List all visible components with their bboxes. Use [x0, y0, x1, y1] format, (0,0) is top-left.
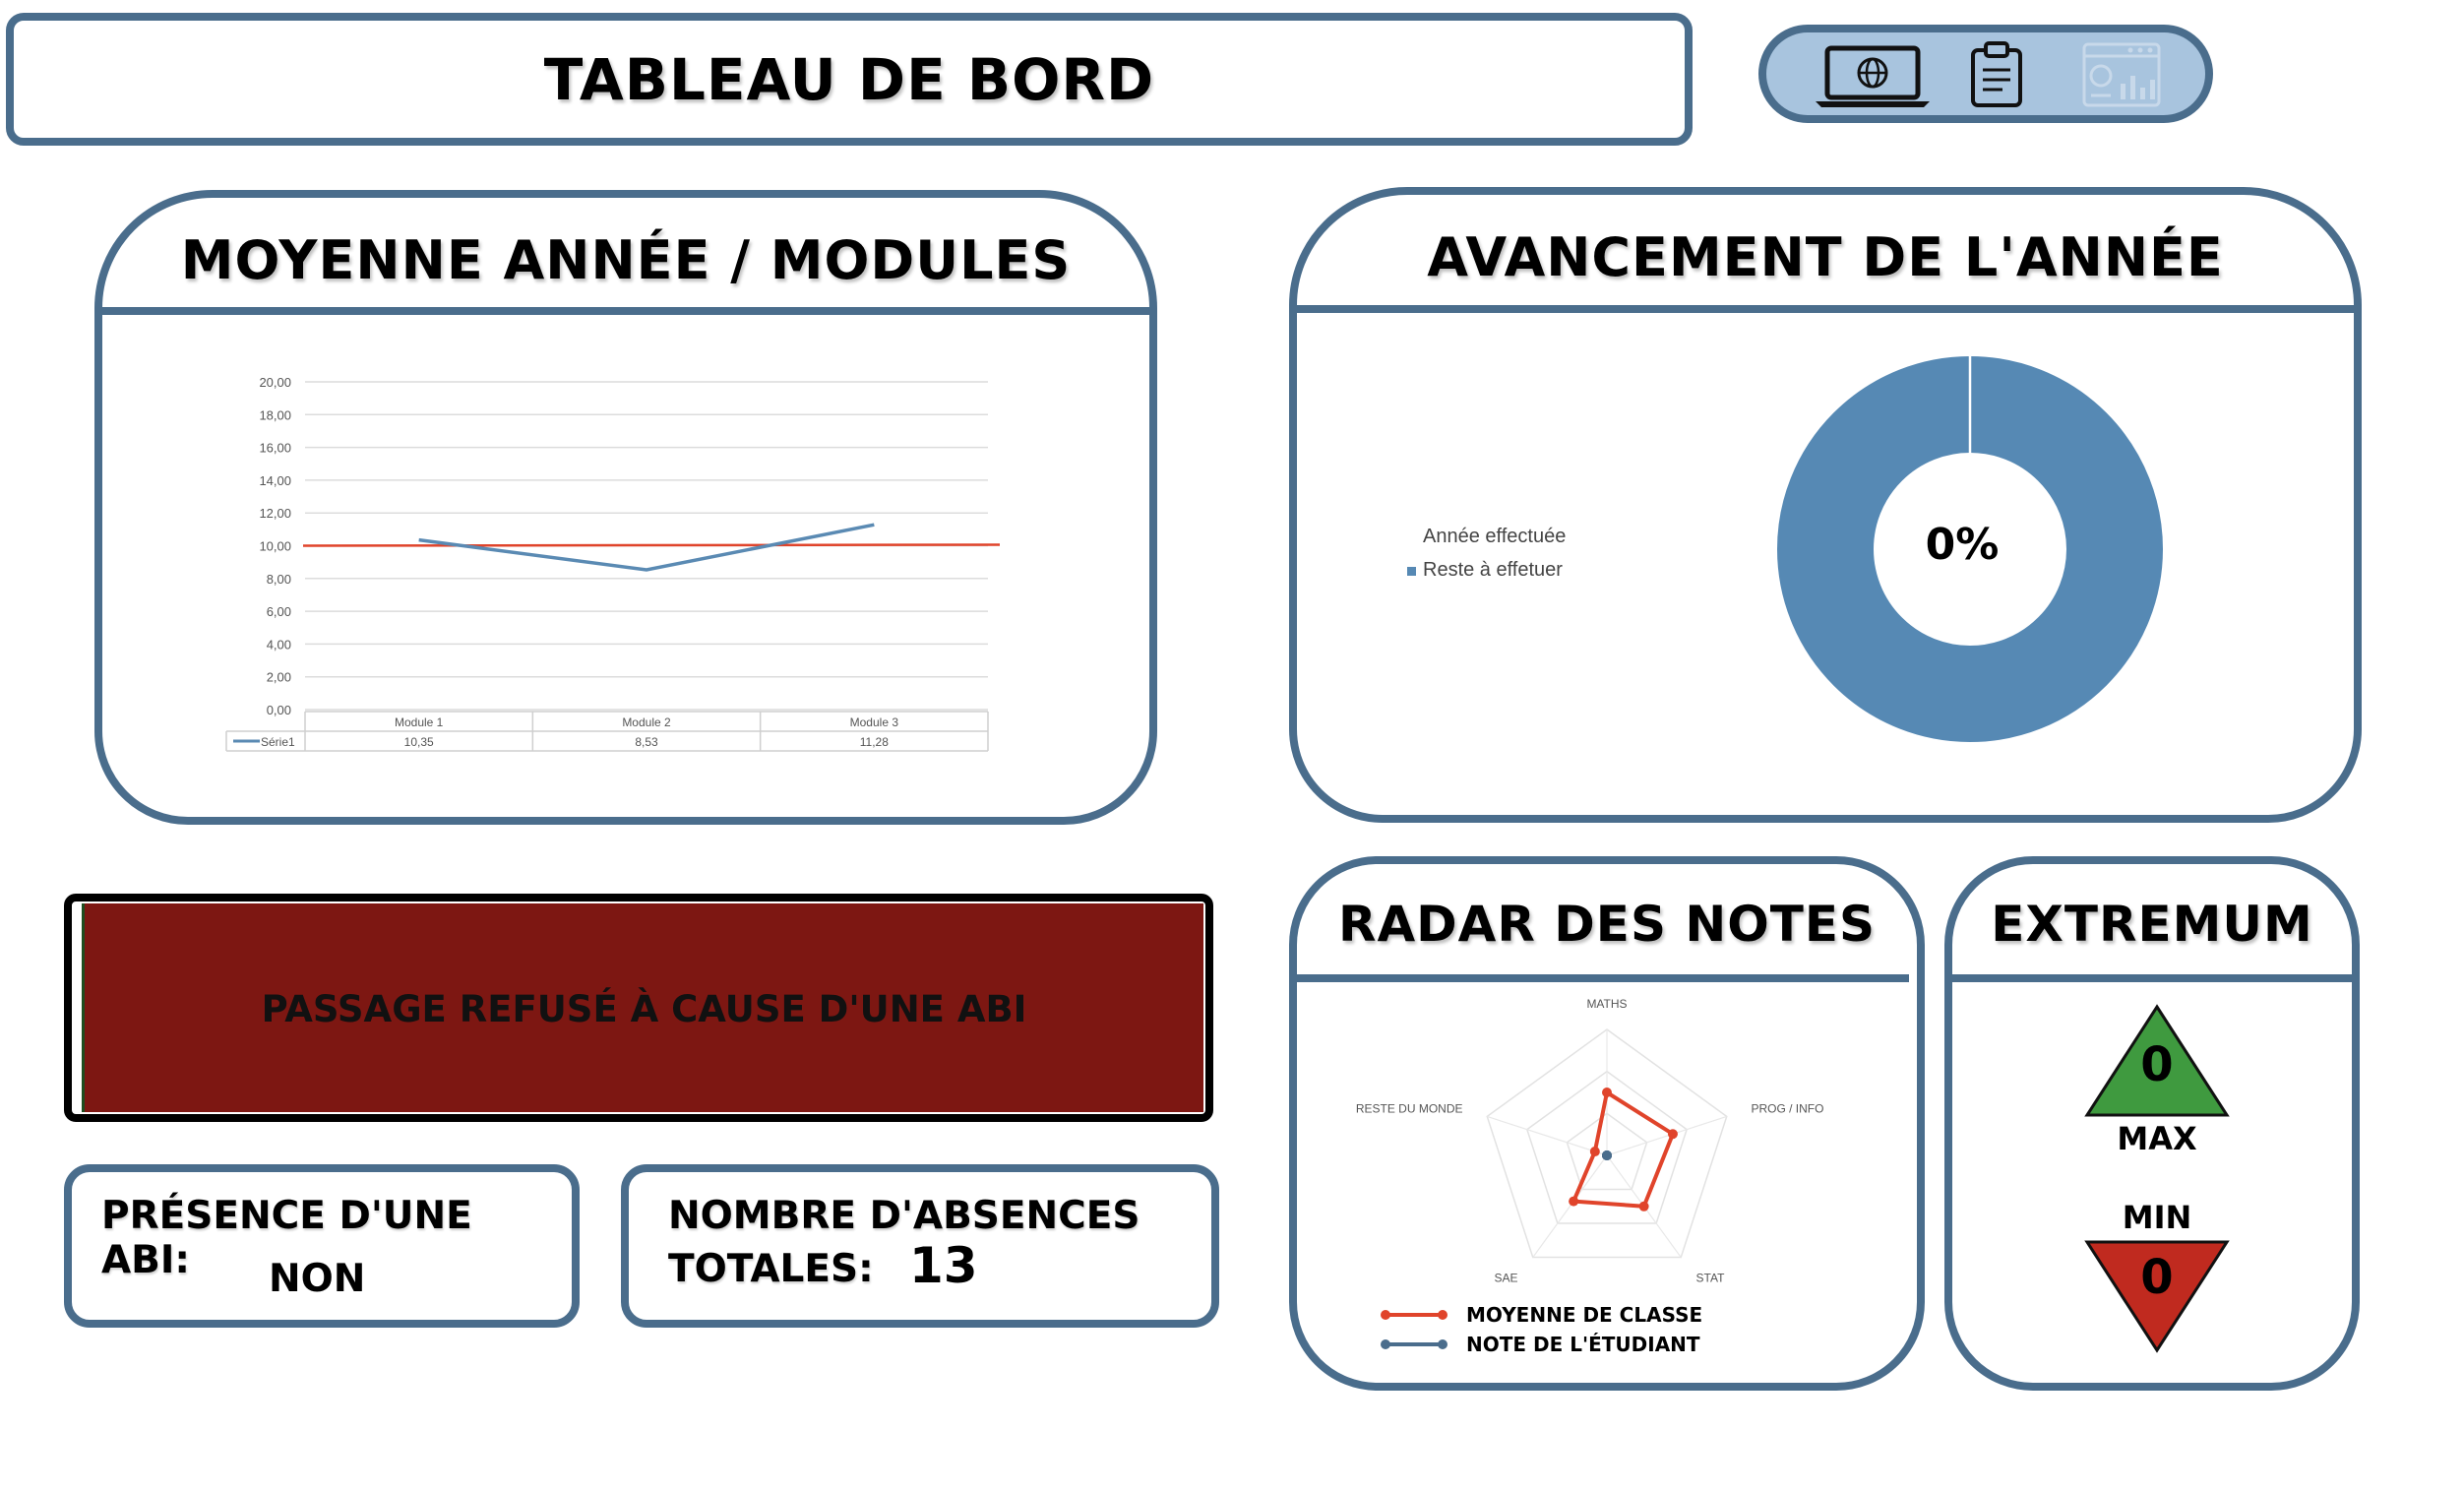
category-label: Module 3 [850, 715, 899, 729]
laptop-globe-icon[interactable] [1814, 44, 1932, 115]
category-label: Module 2 [622, 715, 671, 729]
min-value: 0 [2140, 1250, 2174, 1305]
donut-legend: Année effectuée Reste à effetuer [1407, 526, 1566, 592]
page-title: TABLEAU DE BORD [543, 46, 1155, 113]
radar-axis-label: STAT [1696, 1272, 1726, 1285]
series-line-reference [302, 543, 1001, 547]
header-panel: TABLEAU DE BORD [6, 13, 1693, 146]
y-tick-label: 6,00 [267, 604, 291, 619]
series-name-label: Série1 [261, 735, 295, 749]
extremum-panel: EXTREMUM 0 MAX MIN 0 [1944, 856, 2360, 1391]
radar-point [1638, 1201, 1649, 1212]
radar-series-polygon [1571, 1088, 1676, 1209]
y-tick-label: 14,00 [259, 473, 291, 488]
y-tick-label: 12,00 [259, 506, 291, 521]
abi-presence-value: NON [269, 1257, 366, 1301]
legend-line-red [1381, 1310, 1448, 1320]
avancement-panel-divider [1297, 305, 2354, 313]
radar-axis-label: SAE [1494, 1272, 1517, 1285]
radar-axis-label: RESTE DU MONDE [1356, 1101, 1463, 1115]
moyenne-panel: MOYENNE ANNÉE / MODULES 20,00 18,00 16,00 1… [94, 190, 1157, 825]
dashboard-icon[interactable] [2081, 40, 2162, 113]
max-label: MAX [2117, 1120, 2197, 1157]
absences-box: NOMBRE D'ABSENCES TOTALES: 13 [621, 1164, 1219, 1328]
radar-panel-divider [1297, 974, 1909, 982]
y-tick-label: 0,00 [267, 703, 291, 717]
radar-point [1602, 1150, 1612, 1160]
category-label: Module 1 [395, 715, 444, 729]
radar-grid-ring [1566, 1112, 1648, 1191]
status-banner-fill: PASSAGE REFUSÉ À CAUSE D'UNE ABI [82, 903, 1203, 1112]
status-banner: PASSAGE REFUSÉ À CAUSE D'UNE ABI [64, 894, 1213, 1122]
y-tick-label: 20,00 [259, 375, 291, 390]
radar-point [1569, 1196, 1579, 1207]
progress-donut-chart [1777, 355, 2163, 742]
min-triangle [2084, 1240, 2230, 1353]
radar-grid-ring [1525, 1070, 1689, 1224]
radar-grid-ring [1486, 1028, 1728, 1259]
grades-radar-chart: MATHS PROG / INFO STAT SAE RESTE DU MONDE [1356, 997, 1824, 1285]
max-value: 0 [2140, 1037, 2174, 1092]
extremum-panel-divider [1952, 974, 2352, 982]
y-tick-label: 2,00 [267, 670, 291, 685]
toolbar [1758, 25, 2213, 123]
abi-presence-label: PRÉSENCE D'UNE ABI: [101, 1194, 472, 1282]
table-value: 11,28 [860, 735, 889, 749]
radar-spoke [1532, 1154, 1608, 1258]
radar-axis-label: MATHS [1586, 997, 1627, 1011]
legend-item-annee-effectuee: Année effectuée [1423, 526, 1567, 547]
series-line-serie1 [418, 523, 875, 572]
radar-point [1667, 1129, 1678, 1140]
radar-panel-title: RADAR DES NOTES [1337, 896, 1876, 953]
abi-presence-box: PRÉSENCE D'UNE ABI: NON [64, 1164, 580, 1328]
min-label: MIN [2122, 1199, 2192, 1236]
y-tick-label: 8,00 [267, 572, 291, 587]
radar-panel: RADAR DES NOTES MATHS PROG / INFO STAT SAE R… [1289, 856, 1925, 1391]
avancement-panel-title: AVANCEMENT DE L'ANNÉE [1427, 226, 2224, 288]
radar-axis-label: PROG / INFO [1751, 1101, 1823, 1115]
status-banner-text: PASSAGE REFUSÉ À CAUSE D'UNE ABI [261, 988, 1027, 1030]
table-value: 8,53 [635, 735, 658, 749]
radar-spoke [1606, 1115, 1727, 1156]
y-tick-label: 4,00 [267, 637, 291, 652]
absences-label-line2: TOTALES: [668, 1247, 874, 1291]
donut-center-value: 0% [1925, 520, 2000, 570]
absences-label-line1: NOMBRE D'ABSENCES [668, 1194, 1140, 1238]
radar-point [1589, 1147, 1600, 1157]
max-triangle [2084, 1004, 2230, 1117]
module-line-chart: 20,00 18,00 16,00 14,00 12,00 10,00 8,00 6,00 4,… [225, 375, 1001, 752]
clipboard-icon[interactable] [1969, 40, 2024, 113]
radar-point [1602, 1088, 1612, 1097]
y-tick-label: 18,00 [259, 407, 291, 422]
table-value: 10,35 [404, 735, 434, 749]
y-tick-label: 16,00 [259, 441, 291, 456]
legend-item-reste: Reste à effetuer [1407, 559, 1566, 592]
y-tick-label: 10,00 [259, 539, 291, 554]
legend-swatch [1407, 567, 1416, 576]
radar-spoke [1487, 1115, 1608, 1156]
legend-line-blue [1381, 1339, 1448, 1349]
avancement-panel: AVANCEMENT DE L'ANNÉE Année effectuée Re… [1289, 187, 2362, 823]
moyenne-panel-title: MOYENNE ANNÉE / MODULES [180, 229, 1072, 291]
absences-value: 13 [909, 1237, 978, 1294]
extremum-panel-title: EXTREMUM [1991, 896, 2313, 953]
moyenne-panel-divider [102, 307, 1149, 315]
